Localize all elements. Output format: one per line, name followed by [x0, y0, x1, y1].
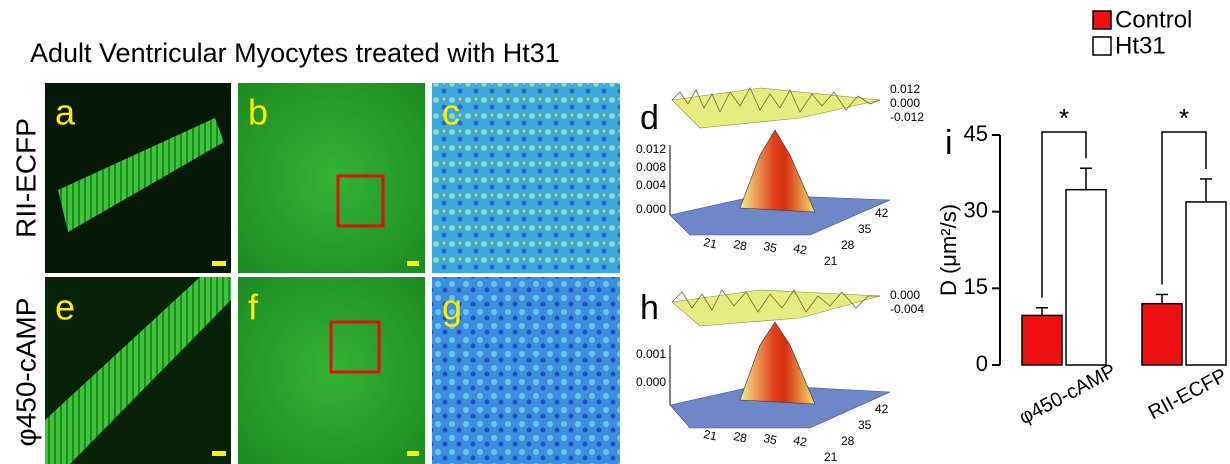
legend-swatch [1093, 37, 1111, 55]
panel-label: f [248, 287, 259, 328]
x-tick-label: 42 [792, 433, 808, 450]
y-tick-label: 45 [964, 121, 988, 146]
bar [1142, 304, 1182, 365]
error-bar [1200, 179, 1212, 202]
x-tick-label: 28 [732, 429, 748, 446]
significance-star: * [1179, 103, 1189, 133]
z-tick-label: 0.000 [890, 96, 920, 110]
bar [1186, 202, 1226, 365]
x-tick-label: 35 [762, 239, 778, 256]
y-tick-label: 0 [976, 351, 988, 376]
figure: Adult Ventricular Myocytes treated with … [0, 0, 1230, 464]
panel-label: c [442, 92, 460, 133]
y-tick-label: 35 [858, 222, 872, 236]
bar-chart: i D (μm²/s) 0 15 30 45 * φ450-cAMP * RII-ECFP Cont… [936, 6, 1230, 429]
y-tick-label: 21 [824, 254, 838, 268]
z-tick-label: 0.000 [890, 288, 920, 302]
y-tick-label: 42 [875, 402, 889, 416]
bar [1066, 190, 1106, 365]
bar [1022, 315, 1062, 365]
image-c [432, 83, 620, 273]
panel-label: d [640, 99, 659, 137]
z-tick-label: -0.004 [890, 302, 924, 316]
legend-swatch [1093, 11, 1111, 29]
surface-d [670, 88, 890, 235]
y-axis-label: D (μm²/s) [936, 204, 961, 296]
z-tick-label: -0.012 [890, 110, 924, 124]
z-tick-label: 0.000 [636, 375, 666, 389]
row-label: RII-ECFP [10, 118, 41, 238]
panel-label: b [248, 92, 268, 133]
error-bar [1156, 294, 1168, 303]
x-tick-label: 21 [702, 235, 718, 252]
significance-star: * [1059, 103, 1069, 133]
y-tick-label: 30 [964, 197, 988, 222]
panel-label: a [55, 92, 76, 133]
x-tick-label: 28 [732, 237, 748, 254]
y-tick-label: 28 [841, 238, 855, 252]
z-tick-label: 0.012 [636, 142, 666, 156]
y-tick-label: 28 [841, 434, 855, 448]
x-tick-label: RII-ECFP [1145, 365, 1230, 425]
x-tick-label: 42 [792, 241, 808, 258]
z-tick-label: 0.001 [636, 347, 666, 361]
y-tick-label: 42 [875, 206, 889, 220]
y-tick-label: 21 [824, 450, 838, 464]
panel-label: h [640, 289, 659, 327]
z-tick-label: 0.000 [636, 202, 666, 216]
z-tick-label: 0.012 [890, 82, 920, 96]
x-tick-label: φ450-cAMP [1016, 360, 1120, 429]
x-tick-label: 21 [702, 427, 718, 444]
figure-title: Adult Ventricular Myocytes treated with … [30, 38, 560, 68]
z-tick-label: 0.004 [636, 178, 666, 192]
error-bar [1036, 308, 1048, 316]
x-tick-label: 35 [762, 431, 778, 448]
z-tick-label: 0.008 [636, 160, 666, 174]
y-tick-label: 35 [858, 418, 872, 432]
row-label: φ450-cAMP [10, 298, 41, 447]
legend-label: Ht31 [1115, 32, 1166, 59]
error-bar [1080, 168, 1092, 189]
y-tick-label: 15 [964, 274, 988, 299]
panel-label: g [442, 287, 462, 328]
legend-label: Control [1115, 6, 1192, 33]
surface-h [670, 290, 890, 428]
panel-label: i [945, 124, 953, 162]
panel-label: e [55, 287, 75, 328]
